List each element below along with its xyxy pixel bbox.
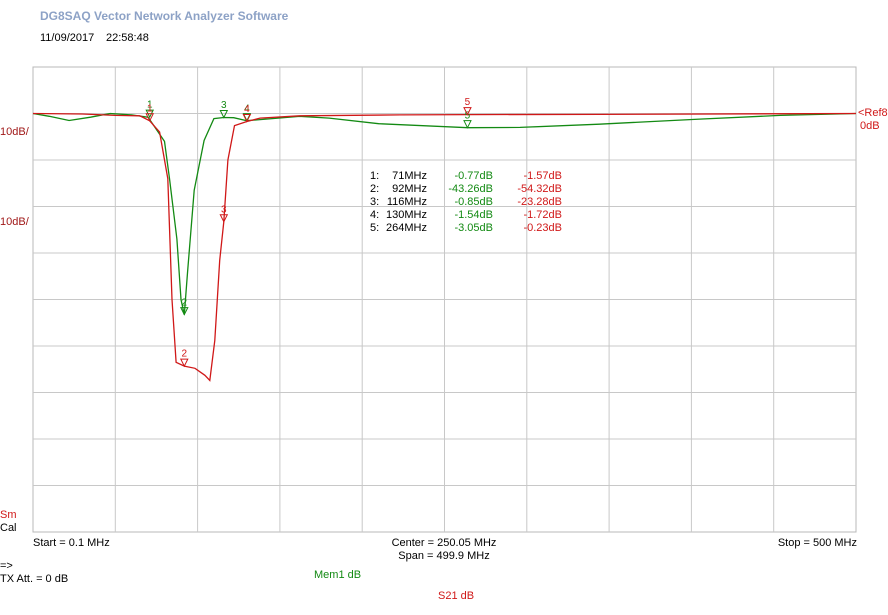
scale-label: 10dB/ — [0, 126, 30, 138]
marker-freq: 116MHz — [387, 196, 427, 208]
tx-att-label: TX Att. = 0 dB — [0, 573, 68, 585]
marker-row-label: 4: — [370, 209, 379, 221]
marker-triangle — [179, 307, 189, 316]
marker-number: 5 — [465, 110, 471, 121]
marker-s21: -1.72dB — [523, 209, 562, 221]
marker-triangle — [145, 113, 155, 122]
marker-s21: -23.28dB — [517, 196, 562, 208]
marker-freq: 71MHz — [392, 170, 427, 182]
marker-number: 1 — [147, 100, 153, 111]
side-label: Cal — [0, 522, 17, 534]
legend-entry: S21 dB — [438, 590, 474, 602]
start-label: Start = 0.1 MHz — [33, 537, 110, 549]
time: 22:58:48 — [106, 32, 149, 44]
marker-mem1: -43.26dB — [448, 183, 493, 195]
marker-number: 2 — [182, 349, 188, 360]
marker-row-label: 1: — [370, 170, 379, 182]
marker-number: 4 — [244, 104, 250, 115]
marker-freq: 130MHz — [386, 209, 427, 221]
marker-number: 5 — [465, 97, 471, 108]
marker-number: 2 — [182, 297, 188, 308]
marker-row-label: 3: — [370, 196, 379, 208]
marker-number: 3 — [221, 204, 227, 215]
marker-triangle — [463, 107, 472, 116]
marker-s21: -54.32dB — [517, 183, 562, 195]
scale-label: 10dB/ — [0, 216, 30, 228]
marker-number: 1 — [147, 103, 153, 114]
marker-number: 3 — [221, 100, 227, 111]
arrow-label: => — [0, 560, 13, 572]
marker-mem1: -0.85dB — [454, 196, 493, 208]
side-label: Sm — [0, 509, 17, 521]
marker-triangle — [219, 214, 229, 223]
marker-freq: 264MHz — [386, 222, 427, 234]
legend-entry: Mem1 dB — [314, 569, 361, 581]
marker-number: 4 — [244, 103, 250, 114]
marker-mem1: -1.54dB — [454, 209, 493, 221]
marker-triangle — [242, 113, 252, 123]
ref-label: <Ref8 — [858, 107, 888, 119]
marker-s21: -0.23dB — [523, 222, 562, 234]
app-title: DG8SAQ Vector Network Analyzer Software — [40, 9, 289, 23]
marker-triangle — [463, 120, 472, 129]
marker-triangle — [219, 109, 229, 119]
ref-label: 0dB — [860, 120, 880, 132]
marker-row-label: 5: — [370, 222, 379, 234]
span-label: Span = 499.9 MHz — [398, 550, 489, 562]
marker-triangle — [179, 358, 189, 368]
center-label: Center = 250.05 MHz — [392, 537, 497, 549]
marker-row-label: 2: — [370, 183, 379, 195]
trace — [32, 112, 857, 315]
marker-freq: 92MHz — [392, 183, 427, 195]
stop-label: Stop = 500 MHz — [778, 537, 857, 549]
marker-s21: -1.57dB — [523, 170, 562, 182]
marker-mem1: -0.77dB — [454, 170, 493, 182]
date: 11/09/2017 — [40, 32, 94, 44]
marker-mem1: -3.05dB — [454, 222, 493, 234]
